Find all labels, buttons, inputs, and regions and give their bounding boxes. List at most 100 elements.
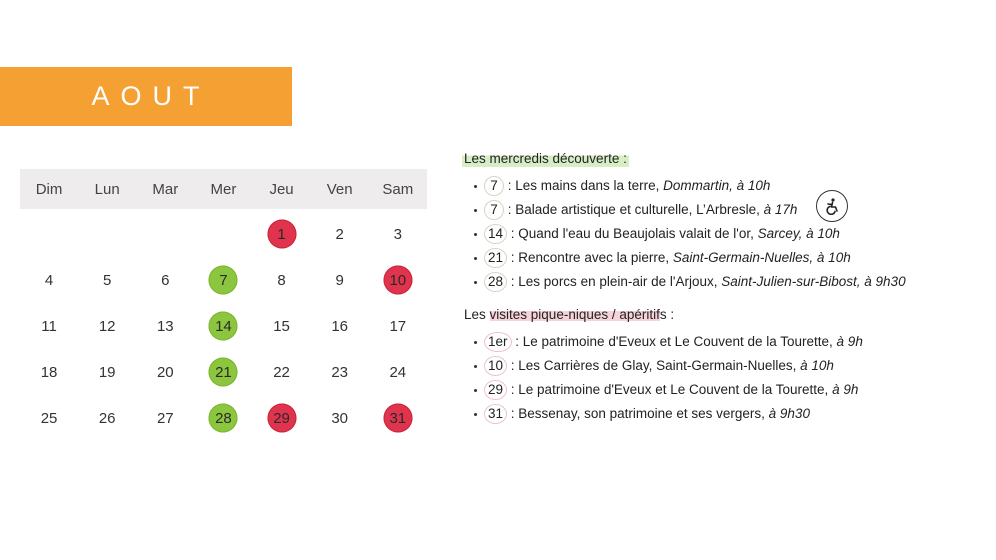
- calendar-day: 4: [20, 257, 78, 303]
- event-item: 28 : Les porcs en plein-air de l'Arjoux,…: [474, 270, 982, 294]
- calendar-day-number: 24: [389, 363, 407, 381]
- calendar-day-number: 30: [331, 409, 349, 427]
- pique-nique-title-post: s :: [659, 307, 675, 322]
- calendar-day-number: 4: [44, 271, 54, 289]
- calendar-day-number: 11: [41, 317, 57, 335]
- weekday-label: Mar: [152, 180, 179, 198]
- event-description: : Les mains dans la terre,: [504, 178, 664, 193]
- pique-nique-list: 1er : Le patrimoine d'Eveux et Le Couven…: [462, 330, 982, 426]
- event-place-time: à 9h30: [768, 406, 810, 421]
- calendar-day-number: 27: [156, 409, 174, 427]
- calendar-day: 3: [369, 211, 427, 257]
- calendar-day-number: 16: [331, 317, 349, 335]
- calendar-day-number: 26: [98, 409, 116, 427]
- weekday-label: Mer: [210, 180, 237, 198]
- calendar-day-number: 21: [215, 363, 232, 381]
- decouverte-section-title: Les mercredis découverte :: [462, 150, 629, 168]
- calendar-day: 22: [253, 349, 311, 395]
- calendar-day: 2: [311, 211, 369, 257]
- calendar-day-number: 2: [335, 225, 344, 243]
- calendar-day: 26: [78, 395, 136, 441]
- event-item: 21 : Rencontre avec la pierre, Saint-Ger…: [474, 246, 982, 270]
- calendar-day-number: 19: [98, 363, 116, 381]
- event-description: : Le patrimoine d'Eveux et Le Couvent de…: [511, 334, 837, 349]
- calendar-day-number: 9: [335, 271, 344, 289]
- calendar: Dim Lun Mar Mer Jeu Ven Sam 1 2 3 4 5 6 7 8 9 10 11 12 13 1…: [20, 169, 427, 441]
- event-item: 7 : Les mains dans la terre, Dommartin, …: [474, 174, 982, 198]
- event-description: : Quand l'eau du Beaujolais valait de l'…: [507, 226, 758, 241]
- calendar-day: 19: [78, 349, 136, 395]
- calendar-day-number: 1: [277, 225, 286, 243]
- pique-nique-title-pre: Les: [464, 307, 490, 322]
- calendar-day-number: 13: [156, 317, 174, 335]
- event-description: : Rencontre avec la pierre,: [507, 250, 673, 265]
- calendar-day: 5: [78, 257, 136, 303]
- event-place-time: Dommartin, à 10h: [663, 178, 771, 193]
- event-item: 1er : Le patrimoine d'Eveux et Le Couven…: [474, 330, 982, 354]
- calendar-day-number: 18: [40, 363, 58, 381]
- calendar-day: 8: [253, 257, 311, 303]
- weekday-label: Lun: [94, 180, 120, 198]
- calendar-day-number: 8: [277, 271, 286, 289]
- calendar-day: 6: [136, 257, 194, 303]
- event-item: 31 : Bessenay, son patrimoine et ses ver…: [474, 402, 982, 426]
- event-description: : Le patrimoine d'Eveux et Le Couvent de…: [507, 382, 833, 397]
- pique-nique-marker: [267, 403, 297, 433]
- decouverte-marker: [208, 265, 238, 295]
- event-day: 29: [484, 380, 508, 400]
- event-item: 14 : Quand l'eau du Beaujolais valait de…: [474, 222, 982, 246]
- pique-nique-marker: [267, 219, 297, 249]
- calendar-empty-cell: [136, 211, 194, 257]
- event-day: 28: [484, 272, 508, 292]
- calendar-day: 15: [253, 303, 311, 349]
- event-place-time: Saint-Julien-sur-Bibost, à 9h30: [721, 274, 906, 289]
- weekday-label: Ven: [326, 180, 353, 198]
- calendar-day: 17: [369, 303, 427, 349]
- accessibility-icon: [816, 190, 848, 222]
- decouverte-marker: [208, 311, 238, 341]
- weekday-label: Dim: [35, 180, 63, 198]
- pique-nique-section-title: Les visites pique-niques / apéritifs :: [462, 306, 676, 324]
- calendar-empty-cell: [20, 211, 78, 257]
- event-place-time: à 10h: [800, 358, 834, 373]
- calendar-day-number: 14: [215, 317, 232, 335]
- calendar-day: 20: [136, 349, 194, 395]
- calendar-day: 24: [369, 349, 427, 395]
- calendar-day-number: 3: [393, 225, 402, 243]
- calendar-day-number: 20: [156, 363, 174, 381]
- event-description: : Bessenay, son patrimoine et ses verger…: [507, 406, 769, 421]
- calendar-day: 7: [194, 257, 252, 303]
- calendar-day: 11: [20, 303, 78, 349]
- event-place-time: à 9h: [836, 334, 863, 349]
- pique-nique-title-highlight: visites pique-niques / apéritif: [489, 307, 660, 322]
- calendar-day: 27: [136, 395, 194, 441]
- event-place-time: à 17h: [763, 202, 798, 217]
- calendar-grid: 1 2 3 4 5 6 7 8 9 10 11 12 13 14 15 16 17 18 19 20 21 22 23 24 2…: [20, 211, 427, 441]
- calendar-day-number: 15: [273, 317, 290, 335]
- event-place-time: Saint-Germain-Nuelles, à 10h: [672, 250, 851, 265]
- event-day: 31: [484, 404, 508, 424]
- event-description: : Les Carrières de Glay, Saint-Germain-N…: [507, 358, 801, 373]
- calendar-day: 10: [369, 257, 427, 303]
- event-day: 10: [484, 356, 508, 376]
- month-title: AOUT: [91, 81, 211, 111]
- calendar-day: 12: [78, 303, 136, 349]
- calendar-empty-cell: [194, 211, 252, 257]
- calendar-day: 13: [136, 303, 194, 349]
- calendar-day: 21: [194, 349, 252, 395]
- calendar-day: 1: [253, 211, 311, 257]
- decouverte-marker: [208, 403, 238, 433]
- calendar-day: 18: [20, 349, 78, 395]
- event-place-time: à 9h: [832, 382, 859, 397]
- event-item: 7 : Balade artistique et culturelle, L’A…: [474, 190, 982, 222]
- calendar-weekday-header: Dim Lun Mar Mer Jeu Ven Sam: [20, 169, 427, 209]
- calendar-day-number: 25: [40, 409, 58, 427]
- event-day: 21: [484, 248, 508, 268]
- event-description: : Balade artistique et culturelle, L’Arb…: [504, 202, 764, 217]
- calendar-day: 14: [194, 303, 252, 349]
- calendar-day: 31: [369, 395, 427, 441]
- event-day: 7: [484, 176, 504, 196]
- month-banner: AOUT: [0, 67, 292, 126]
- decouverte-list: 7 : Les mains dans la terre, Dommartin, …: [462, 174, 982, 294]
- event-item: 10 : Les Carrières de Glay, Saint-Germai…: [474, 354, 982, 378]
